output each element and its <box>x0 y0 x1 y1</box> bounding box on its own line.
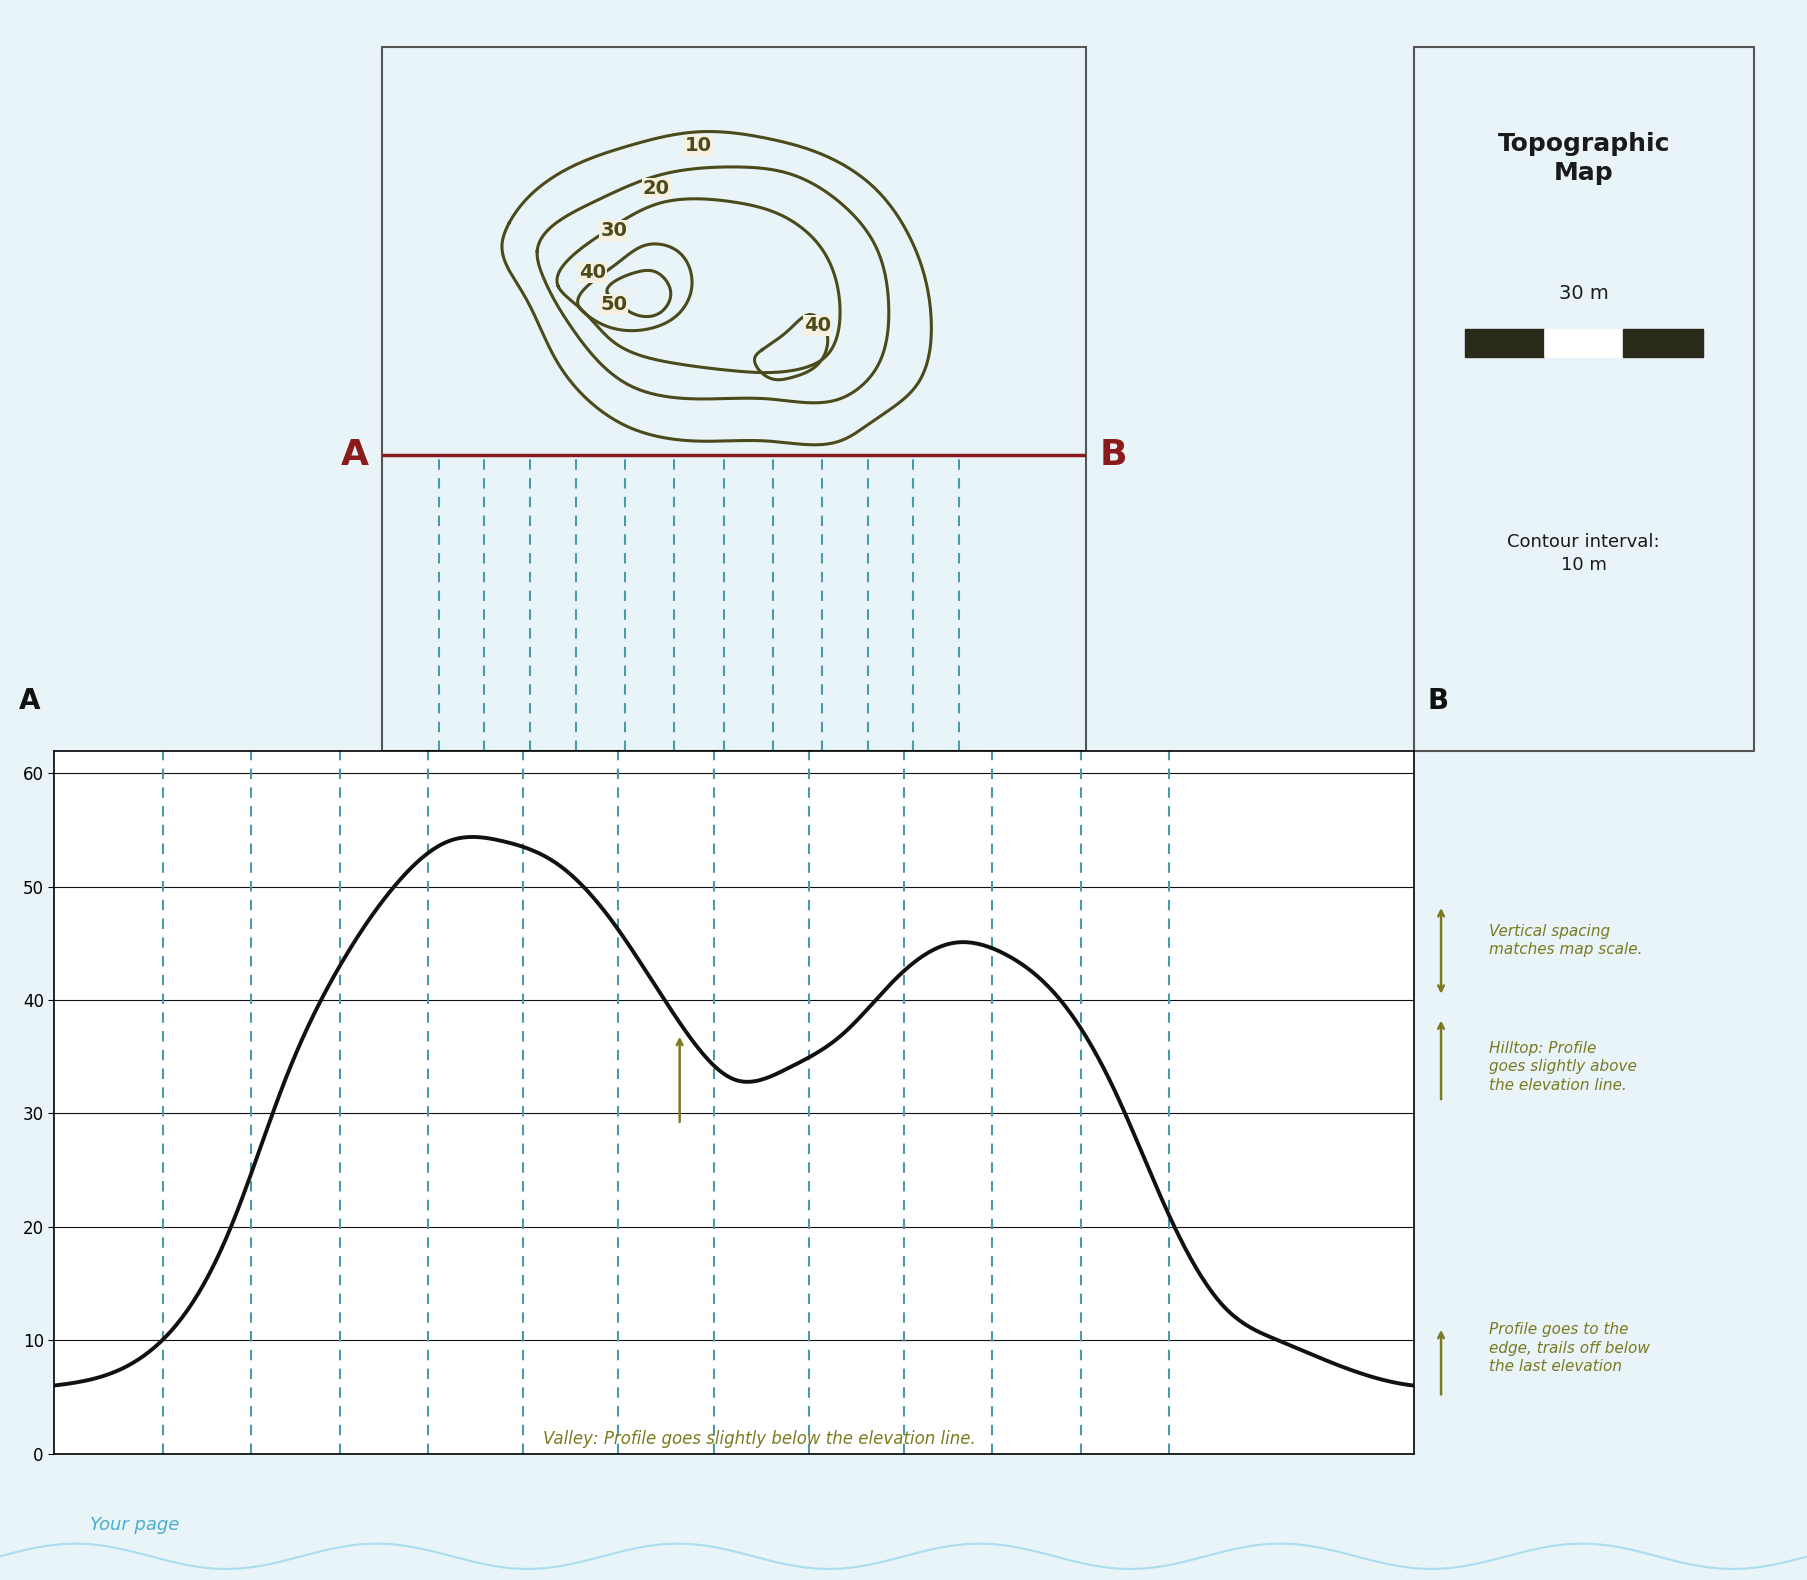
Text: Topographic
Map: Topographic Map <box>1496 131 1670 185</box>
Text: Contour interval:
10 m: Contour interval: 10 m <box>1507 532 1659 575</box>
Text: 20: 20 <box>641 179 669 198</box>
Text: Vertical spacing
matches map scale.: Vertical spacing matches map scale. <box>1487 924 1641 957</box>
Text: Hilltop: Profile
goes slightly above
the elevation line.: Hilltop: Profile goes slightly above the… <box>1487 1041 1635 1093</box>
Bar <box>1543 329 1623 357</box>
Bar <box>1464 329 1543 357</box>
Text: A: A <box>20 687 40 716</box>
Bar <box>1623 329 1702 357</box>
Text: Profile goes to the
edge, trails off below
the last elevation: Profile goes to the edge, trails off bel… <box>1487 1322 1648 1375</box>
Text: Your page: Your page <box>90 1515 179 1534</box>
Text: 10: 10 <box>685 136 712 155</box>
Text: 30: 30 <box>600 221 627 240</box>
Text: B: B <box>1099 438 1126 472</box>
Text: B: B <box>1428 687 1447 716</box>
Text: 50: 50 <box>600 294 627 313</box>
Text: 40: 40 <box>804 316 831 335</box>
Text: 30 m: 30 m <box>1558 284 1608 303</box>
Text: A: A <box>340 438 369 472</box>
Text: 40: 40 <box>578 262 605 281</box>
Text: Valley: Profile goes slightly below the elevation line.: Valley: Profile goes slightly below the … <box>542 1430 976 1447</box>
